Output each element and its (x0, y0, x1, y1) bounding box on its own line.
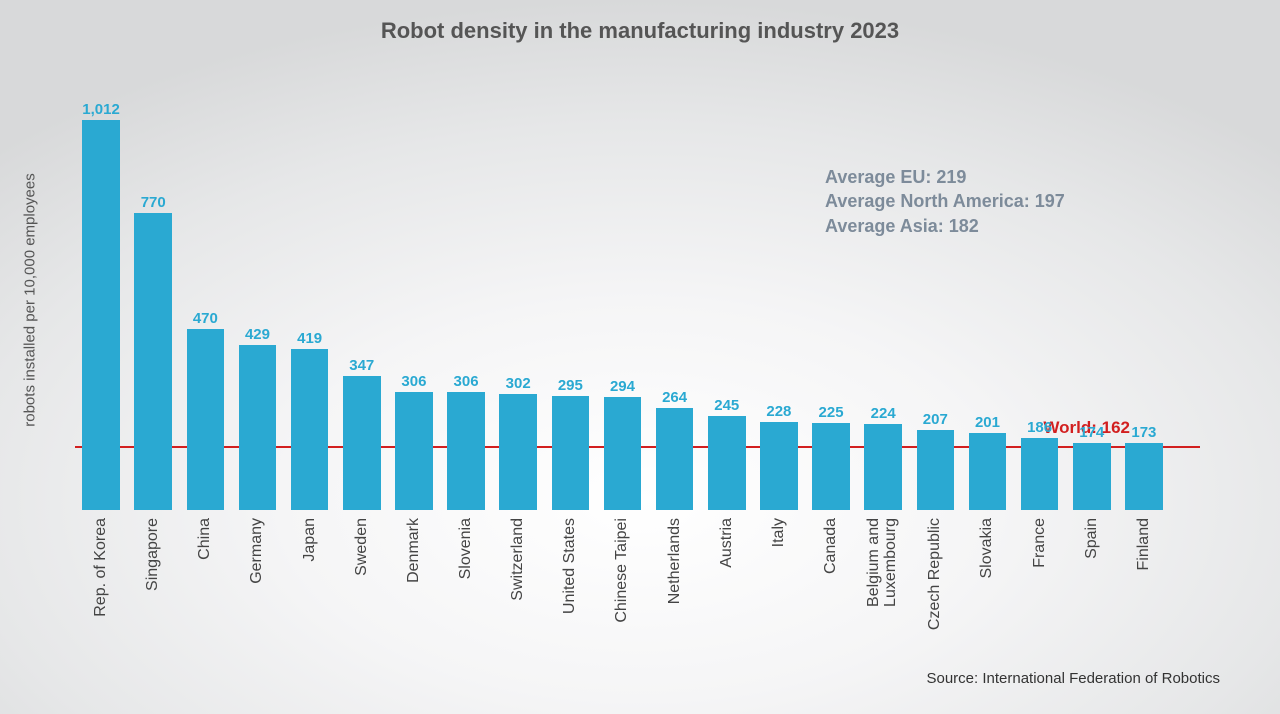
bar (969, 433, 1007, 510)
bar (447, 392, 485, 510)
bar-category-label: Sweden (353, 518, 371, 576)
bar-category-label: Italy (770, 518, 788, 547)
bar-slot: 470China (179, 120, 231, 510)
bar-slot: 224Belgium andLuxembourg (857, 120, 909, 510)
bar-category-label: United States (561, 518, 579, 614)
bar-value-label: 347 (349, 357, 374, 374)
bar-slot: 419Japan (284, 120, 336, 510)
bar-value-label: 173 (1131, 424, 1156, 441)
bar-slot: 294Chinese Taipei (596, 120, 648, 510)
bar-slot: 225Canada (805, 120, 857, 510)
bar-value-label: 302 (506, 375, 531, 392)
bar (187, 329, 225, 510)
bar-value-label: 295 (558, 377, 583, 394)
bar (812, 423, 850, 510)
bar-value-label: 224 (871, 405, 896, 422)
bar-slot: 295United States (544, 120, 596, 510)
bar-value-label: 1,012 (82, 101, 120, 118)
bar-value-label: 294 (610, 378, 635, 395)
bar-category-label: Slovenia (457, 518, 475, 579)
bar (864, 424, 902, 510)
bar (656, 408, 694, 510)
bar (1021, 438, 1059, 510)
bar (499, 394, 537, 510)
bar-category-label: Japan (301, 518, 319, 562)
bar (760, 422, 798, 510)
bar-value-label: 201 (975, 414, 1000, 431)
bar-slot: 228Italy (753, 120, 805, 510)
bar-value-label: 429 (245, 326, 270, 343)
bar-category-label: China (196, 518, 214, 560)
y-axis-label: robots installed per 10,000 employees (22, 173, 39, 427)
chart-title: Robot density in the manufacturing indus… (0, 18, 1280, 44)
bar (708, 416, 746, 510)
bar-value-label: 245 (714, 397, 739, 414)
bar-category-label: Germany (248, 518, 266, 584)
chart-container: Robot density in the manufacturing indus… (0, 0, 1280, 714)
bar-category-label: Finland (1135, 518, 1153, 570)
bar-category-label: Czech Republic (926, 518, 944, 630)
bar-value-label: 264 (662, 389, 687, 406)
bar-slot: 306Denmark (388, 120, 440, 510)
bar-category-label: Spain (1083, 518, 1101, 559)
bar (604, 397, 642, 510)
bar-category-label: Switzerland (509, 518, 527, 601)
bar-value-label: 306 (454, 373, 479, 390)
bar (343, 376, 381, 510)
bars-group: 1,012Rep. of Korea770Singapore470China42… (75, 120, 1170, 510)
bar-category-label: Austria (718, 518, 736, 568)
bar (395, 392, 433, 510)
bar (82, 120, 120, 510)
bar-category-label: Chinese Taipei (613, 518, 631, 623)
bar-slot: 186France (1014, 120, 1066, 510)
source-attribution: Source: International Federation of Robo… (926, 670, 1220, 687)
bar-slot: 245Austria (701, 120, 753, 510)
bar-slot: 201Slovakia (961, 120, 1013, 510)
bar-value-label: 225 (819, 404, 844, 421)
bar-slot: 306Slovenia (440, 120, 492, 510)
bar (1125, 443, 1163, 510)
bar (917, 430, 955, 510)
bar-value-label: 470 (193, 310, 218, 327)
bar-slot: 173Finland (1118, 120, 1170, 510)
bar-category-label: Netherlands (666, 518, 684, 604)
bar-value-label: 207 (923, 411, 948, 428)
bar-slot: 770Singapore (127, 120, 179, 510)
bar-slot: 347Sweden (336, 120, 388, 510)
bar (291, 349, 329, 510)
bar-category-label: France (1031, 518, 1049, 568)
bar-value-label: 228 (766, 403, 791, 420)
bar-slot: 174Spain (1066, 120, 1118, 510)
bar-category-label: Denmark (405, 518, 423, 583)
bar (1073, 443, 1111, 510)
bar-category-label: Rep. of Korea (92, 518, 110, 617)
bar-category-label: Belgium andLuxembourg (866, 518, 900, 607)
bar-slot: 1,012Rep. of Korea (75, 120, 127, 510)
bar-value-label: 419 (297, 330, 322, 347)
bar-category-label: Slovakia (978, 518, 996, 578)
bar (239, 345, 277, 510)
bar-value-label: 770 (141, 194, 166, 211)
bar-category-label: Canada (822, 518, 840, 574)
bar-value-label: 174 (1079, 424, 1104, 441)
bar-category-label: Singapore (144, 518, 162, 591)
bar-value-label: 306 (401, 373, 426, 390)
bar-slot: 302Switzerland (492, 120, 544, 510)
bar-value-label: 186 (1027, 419, 1052, 436)
bar-slot: 264Netherlands (649, 120, 701, 510)
plot-area: World: 162 1,012Rep. of Korea770Singapor… (75, 120, 1170, 510)
bar-slot: 207Czech Republic (909, 120, 961, 510)
bar (134, 213, 172, 510)
bar-slot: 429Germany (231, 120, 283, 510)
bar (552, 396, 590, 510)
